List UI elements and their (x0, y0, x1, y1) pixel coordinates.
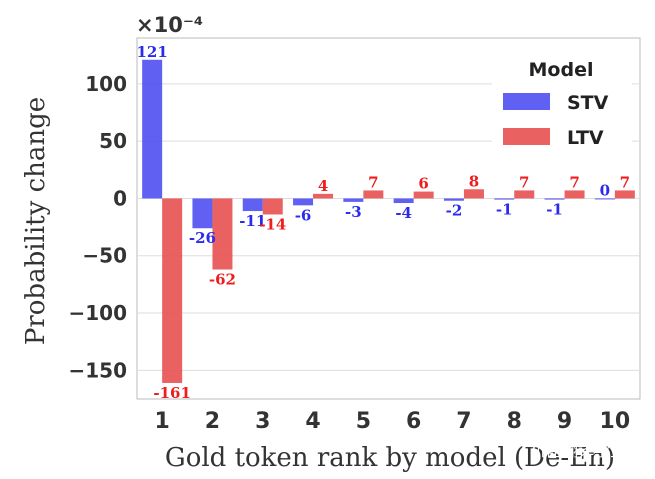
bar-stv-8 (494, 198, 515, 200)
data-label-stv-6: -4 (395, 204, 412, 222)
bar-stv-10 (594, 198, 615, 200)
y-tick-label: 0 (113, 186, 127, 210)
legend-swatch-ltv (503, 128, 550, 145)
x-axis-label: Gold token rank by model (De-En) (165, 443, 615, 473)
bar-ltv-3 (262, 198, 283, 215)
data-label-ltv-3: -14 (259, 215, 286, 233)
bar-stv-3 (242, 198, 263, 212)
data-label-ltv-2: -62 (209, 270, 236, 288)
legend-label-stv: STV (567, 92, 609, 114)
x-tick-label: 10 (600, 409, 631, 434)
bar-stv-6 (393, 198, 414, 204)
x-tick-label: 6 (406, 409, 421, 434)
bar-ltv-5 (363, 190, 384, 199)
x-axis-ticks: 1 2 3 4 5 6 7 8 9 10 (154, 409, 630, 434)
x-tick-label: 8 (507, 409, 522, 434)
y-axis-label: Probability change (21, 97, 51, 345)
x-tick-label: 9 (557, 409, 572, 434)
data-label-stv-4: -6 (295, 206, 312, 224)
x-tick-label: 3 (255, 409, 270, 434)
y-tick-label: −100 (68, 301, 127, 325)
bar-stv-2 (192, 198, 213, 229)
bar-ltv-1 (162, 198, 183, 383)
data-label-ltv-4: 4 (318, 177, 328, 195)
data-label-ltv-10: 7 (620, 173, 630, 191)
bars (142, 59, 635, 383)
data-label-stv-10: 0 (600, 181, 610, 199)
bar-stv-1 (142, 59, 163, 199)
data-label-stv-8: -1 (496, 201, 513, 219)
y-tick-label: −50 (82, 244, 127, 268)
bar-ltv-7 (463, 189, 484, 199)
data-label-stv-7: -2 (446, 202, 463, 220)
bar-ltv-9 (564, 190, 585, 199)
data-label-ltv-9: 7 (569, 173, 579, 191)
legend: Model STV LTV (492, 52, 632, 156)
bar-ltv-8 (514, 190, 535, 199)
data-label-ltv-7: 8 (469, 172, 479, 190)
bar-ltv-6 (413, 191, 434, 199)
bar-stv-9 (544, 198, 565, 200)
data-label-ltv-5: 7 (368, 173, 378, 191)
y-tick-label: 100 (85, 72, 127, 96)
watermark-text: 机器翻译学堂 (530, 441, 626, 460)
data-label-ltv-1: -161 (153, 384, 191, 402)
scale-label: ×10⁻⁴ (136, 13, 203, 37)
y-axis-ticks: 100 50 0 −50 −100 −150 (68, 72, 127, 383)
x-tick-label: 1 (154, 409, 169, 434)
data-label-stv-5: -3 (345, 203, 362, 221)
data-label-stv-9: -1 (546, 201, 563, 219)
legend-label-ltv: LTV (567, 127, 604, 149)
data-label-ltv-6: 6 (418, 175, 428, 193)
data-label-ltv-8: 7 (519, 173, 529, 191)
bar-stv-7 (443, 198, 464, 201)
bar-ltv-4 (313, 193, 334, 199)
data-label-stv-1: 121 (136, 43, 167, 61)
bar-stv-4 (293, 198, 314, 206)
x-tick-label: 2 (205, 409, 220, 434)
bar-ltv-10 (614, 190, 635, 199)
x-tick-label: 7 (456, 409, 471, 434)
y-tick-label: 50 (99, 129, 127, 153)
x-tick-label: 4 (305, 409, 320, 434)
data-label-stv-2: -26 (189, 229, 216, 247)
bar-stv-5 (343, 198, 364, 202)
data-label-stv-3: -11 (239, 212, 266, 230)
legend-title: Model (529, 59, 594, 81)
plot-frame (136, 37, 641, 400)
data-labels: 121-161-26-62-11-14-64-37-46-28-17-17 0 7 (136, 43, 630, 402)
y-tick-label: −150 (68, 358, 127, 382)
bar-ltv-2 (212, 198, 233, 270)
x-tick-label: 5 (356, 409, 371, 434)
legend-swatch-stv (503, 93, 550, 110)
